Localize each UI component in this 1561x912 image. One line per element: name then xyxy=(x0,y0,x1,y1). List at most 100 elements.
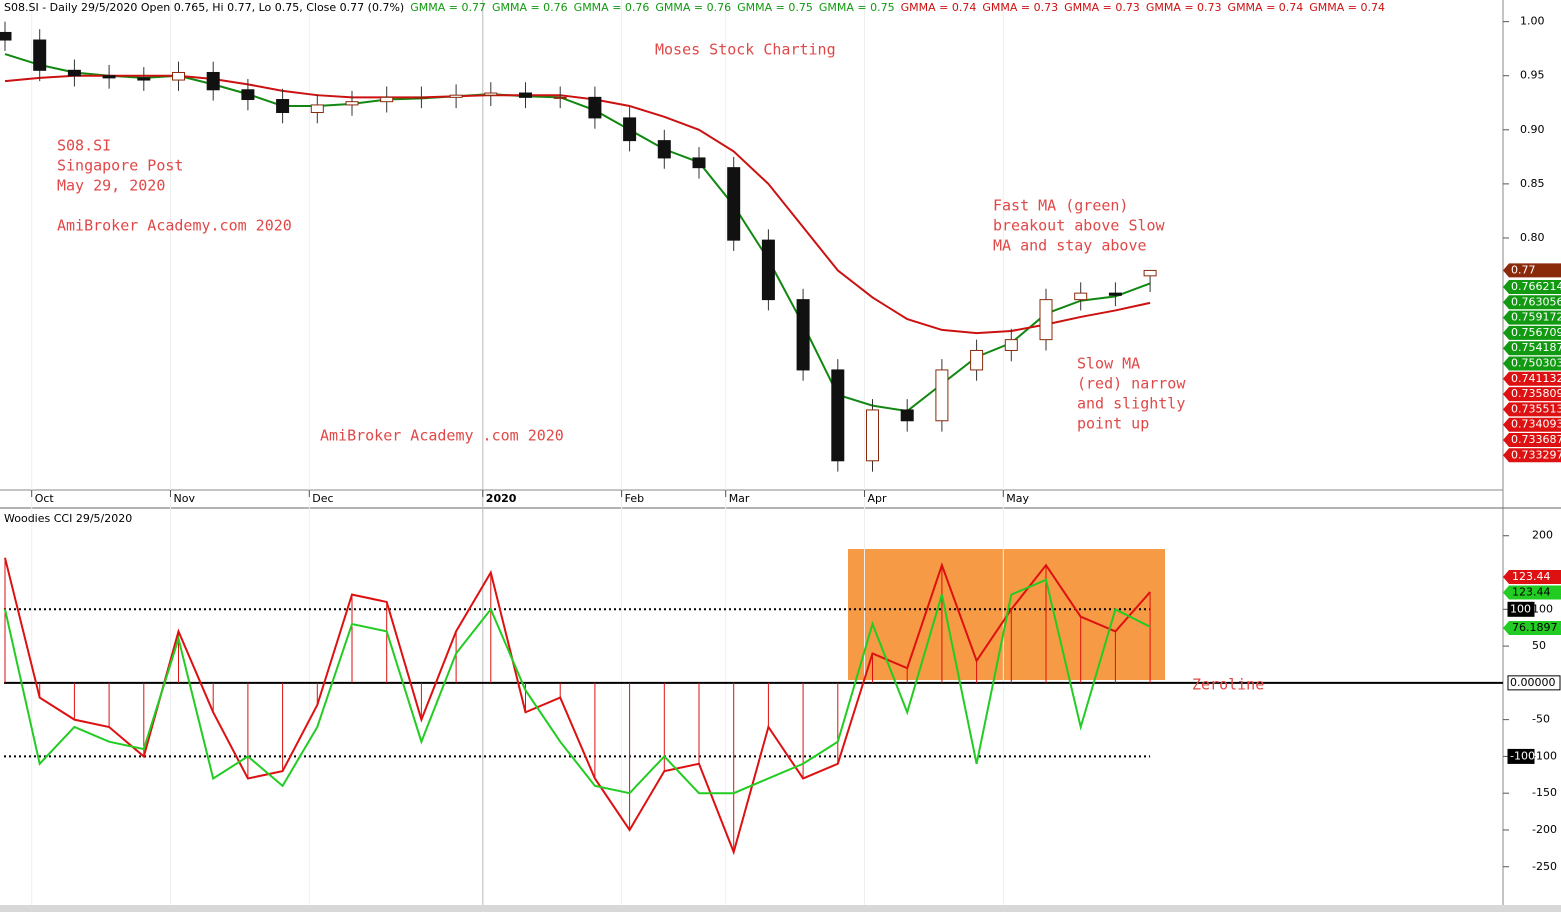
candle-body xyxy=(1004,339,1018,351)
gmma-label: GMMA = 0.76 xyxy=(655,1,731,14)
candle-body xyxy=(519,92,532,98)
last-value-box xyxy=(1503,295,1561,310)
last-value-label: 0.750303 xyxy=(1511,357,1561,370)
x-tick-label: 2020 xyxy=(486,492,517,505)
annotation: Singapore Post xyxy=(57,157,183,175)
candle-body xyxy=(623,117,637,142)
candle-body xyxy=(900,409,914,422)
y-tick-label: 0.90 xyxy=(1520,123,1545,136)
x-tick-label: Dec xyxy=(312,492,333,505)
last-value-label: 0.733297 xyxy=(1511,448,1561,461)
gmma-label: GMMA = 0.75 xyxy=(819,1,895,14)
candle-body xyxy=(345,101,359,106)
last-value-label: 0.763056 xyxy=(1511,295,1561,308)
gmma-label: GMMA = 0.75 xyxy=(737,1,813,14)
candle-body xyxy=(1143,269,1157,277)
gmma-label: GMMA = 0.74 xyxy=(1228,1,1304,14)
last-value-box xyxy=(1503,280,1561,294)
last-value-label: 0.77 xyxy=(1511,263,1536,276)
reference-box xyxy=(1507,601,1535,617)
last-value-box xyxy=(1503,433,1561,447)
candle-body xyxy=(588,96,602,119)
candle-body xyxy=(206,71,220,91)
last-value-label: 123.44 xyxy=(1512,570,1551,583)
gmma-label: GMMA = 0.73 xyxy=(982,1,1058,14)
candle-body xyxy=(33,39,47,71)
annotation: Fast MA (green) xyxy=(993,197,1128,215)
candle-body xyxy=(727,167,741,241)
gmma-label: GMMA = 0.74 xyxy=(1309,1,1385,14)
cci-pane: 200 100 50 -50 -100 -150 -200 -250 100 0.00000 -10… xyxy=(4,529,1561,873)
annotation: (red) narrow xyxy=(1077,375,1186,393)
x-tick-label: Nov xyxy=(174,492,196,505)
gmma-label: GMMA = 0.73 xyxy=(1064,1,1140,14)
gmma-label: GMMA = 0.76 xyxy=(574,1,650,14)
last-value-label: 76.1897 xyxy=(1512,621,1558,634)
moving-average xyxy=(4,53,1151,413)
last-value-box xyxy=(1503,341,1561,356)
candle-body xyxy=(102,75,116,79)
candle-body xyxy=(380,96,394,103)
x-tick-label: Mar xyxy=(729,492,750,505)
last-value-label: 0.735809 xyxy=(1511,387,1561,400)
annotation: S08.SI xyxy=(57,137,111,155)
candle-body xyxy=(866,409,879,462)
y-tick-label: -50 xyxy=(1532,713,1550,726)
last-value-box xyxy=(1503,417,1561,432)
annotation: MA and stay above xyxy=(993,237,1147,255)
last-value-box xyxy=(1503,402,1561,417)
gmma-label: GMMA = 0.74 xyxy=(901,1,977,14)
last-value-label: 0.741132 xyxy=(1511,372,1561,385)
last-value-box xyxy=(1503,325,1561,340)
candle-body xyxy=(761,239,775,301)
last-value-label: 0.759172 xyxy=(1511,311,1561,324)
last-value-box xyxy=(1503,387,1561,402)
candle-body xyxy=(935,369,949,422)
y-tick-label: -150 xyxy=(1532,786,1557,799)
candle-body xyxy=(276,99,290,113)
annotation: Moses Stock Charting xyxy=(655,41,836,59)
x-tick-label: May xyxy=(1006,492,1029,505)
candle-body xyxy=(137,77,151,81)
last-value-label: 0.733687 xyxy=(1511,433,1561,446)
cci-title: Woodies CCI 29/5/2020 xyxy=(4,512,132,525)
y-tick-label: 0.80 xyxy=(1520,231,1545,244)
gmma-label: GMMA = 0.77 xyxy=(410,1,486,14)
y-tick-label: -200 xyxy=(1532,823,1557,836)
sheet-tabs xyxy=(0,905,1561,912)
y-tick-label: 100 xyxy=(1532,602,1553,615)
annotation: AmiBroker Academy.com 2020 xyxy=(57,217,292,235)
candle-body xyxy=(796,299,810,371)
y-tick-label: 50 xyxy=(1532,639,1546,652)
gmma-label: GMMA = 0.73 xyxy=(1146,1,1222,14)
last-value-label: 0.754187 xyxy=(1511,341,1561,354)
candle-body xyxy=(414,96,428,99)
annotation: and slightly xyxy=(1077,395,1185,413)
annotation: May 29, 2020 xyxy=(57,177,165,195)
y-tick-label: -100 xyxy=(1532,749,1557,762)
candle-body xyxy=(172,71,185,81)
reference-label: 0.00000 xyxy=(1510,676,1556,689)
candle-body xyxy=(310,104,324,113)
reference-box xyxy=(1507,675,1561,691)
last-value-box xyxy=(1503,310,1561,325)
gmma-label: GMMA = 0.76 xyxy=(492,1,568,14)
last-value-label: 0.766214 xyxy=(1511,280,1561,293)
annotation: Slow MA xyxy=(1077,355,1140,373)
candle-body xyxy=(657,140,671,159)
moving-average xyxy=(4,74,1151,335)
candle-body xyxy=(970,349,984,371)
cci-line xyxy=(4,557,1151,856)
annotation: breakout above Slow xyxy=(993,217,1166,235)
y-tick-label: -250 xyxy=(1532,860,1557,873)
last-value-label: 0.756709 xyxy=(1511,326,1561,339)
last-value-box xyxy=(1503,448,1561,463)
last-value-box xyxy=(1503,371,1561,386)
last-value-box xyxy=(1503,570,1561,584)
y-tick-label: 0.95 xyxy=(1520,69,1545,82)
candle-body xyxy=(449,94,463,98)
cci-line xyxy=(4,578,1151,795)
x-tick-label: Feb xyxy=(625,492,644,505)
